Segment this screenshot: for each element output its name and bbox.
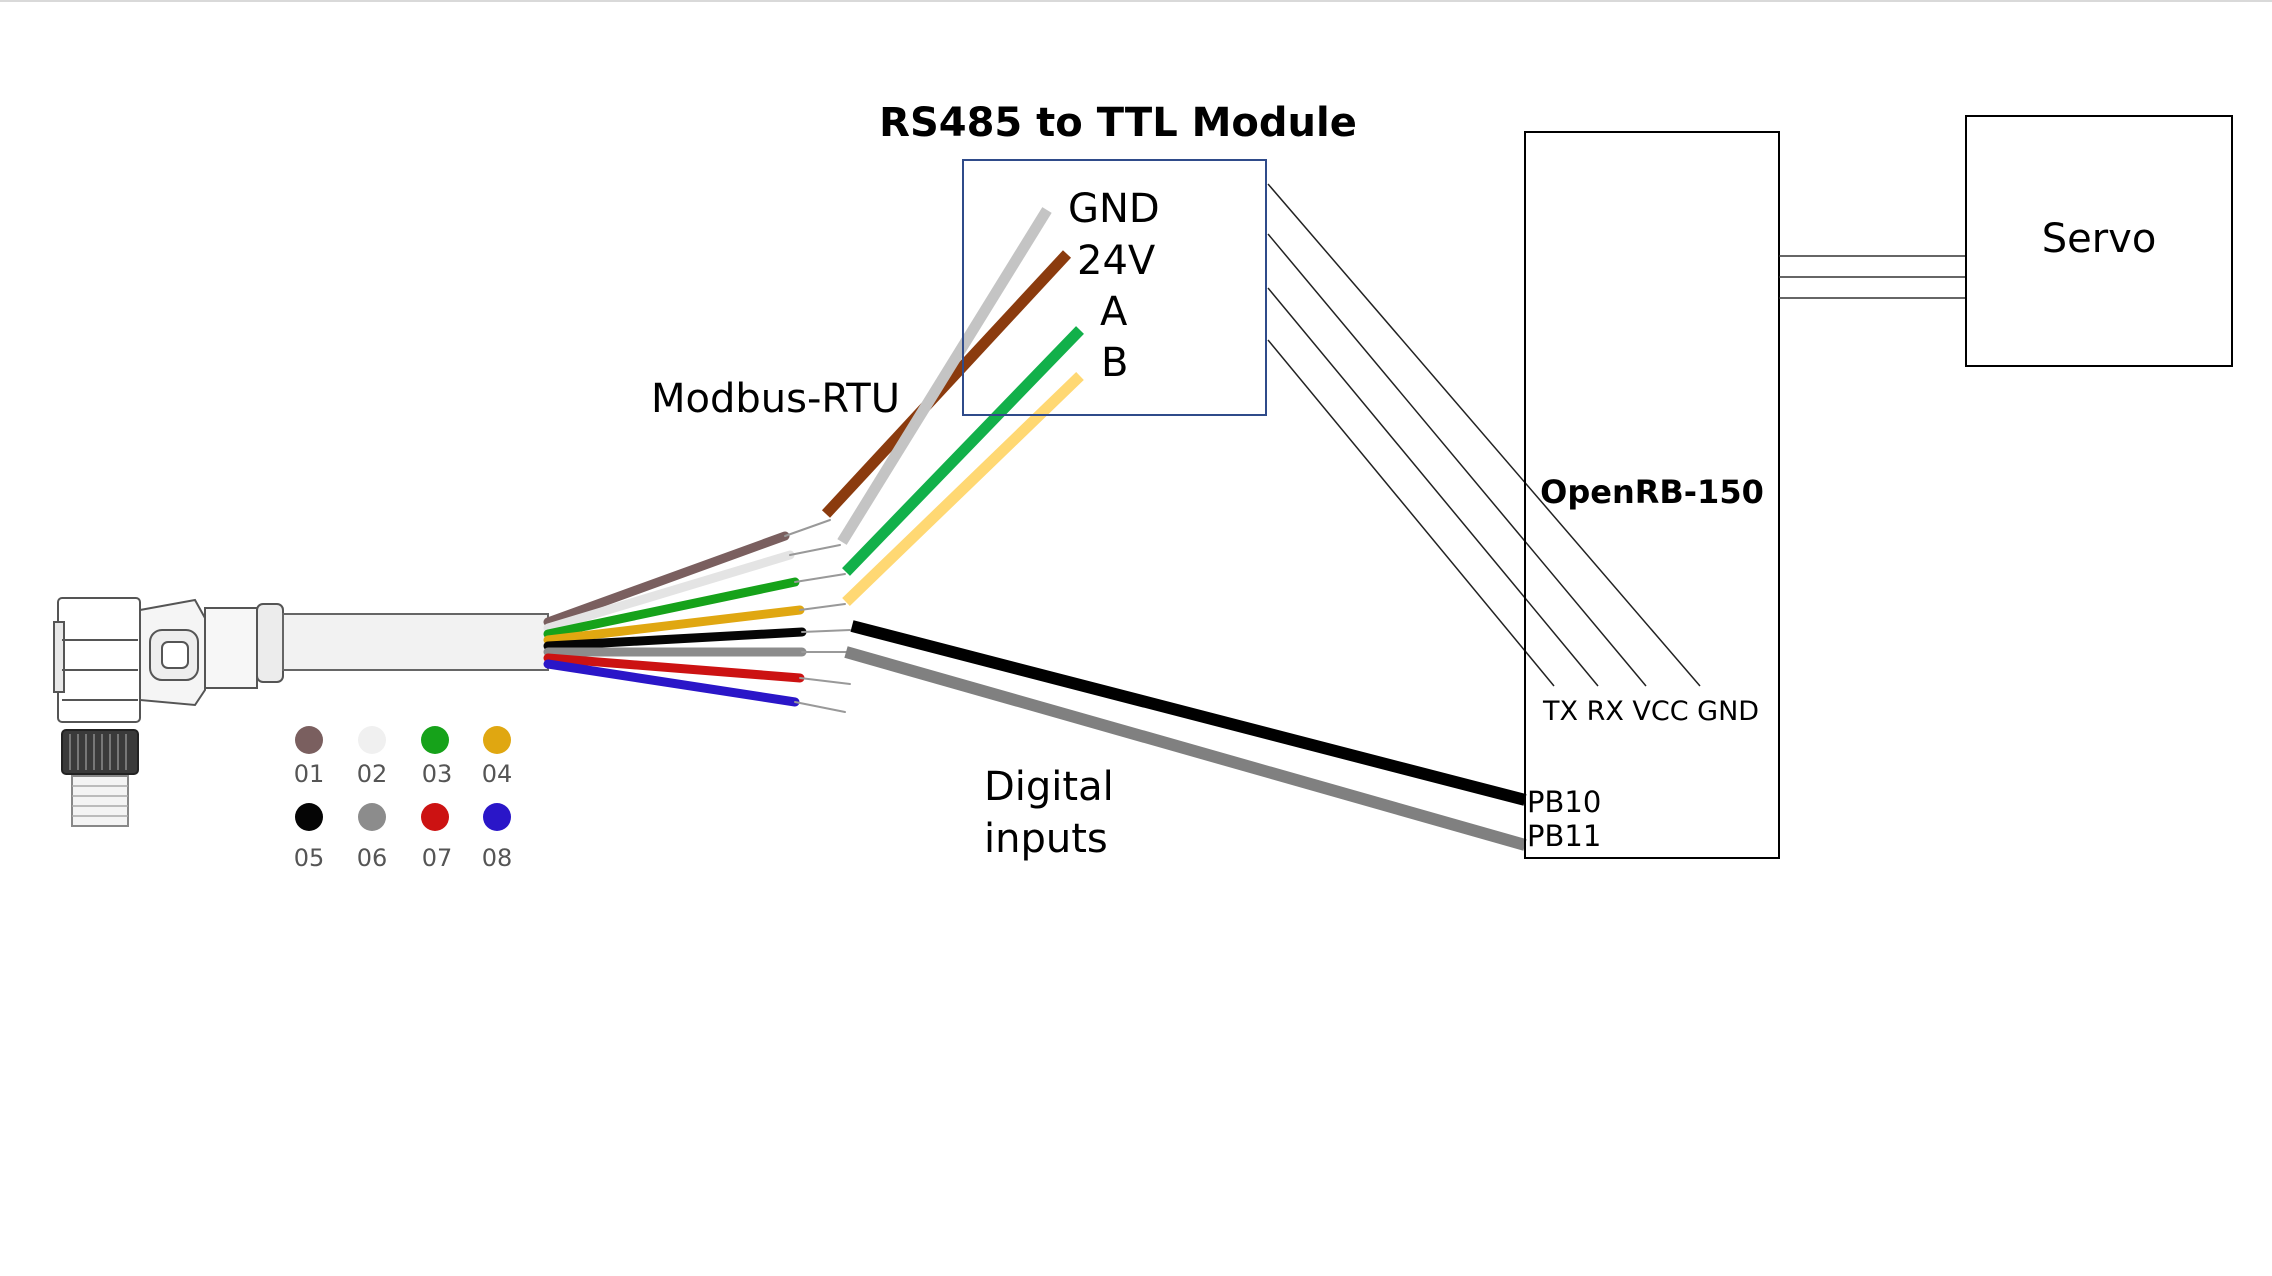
legend-item-01: 01 [294,726,325,788]
openrb-board-box [1524,131,1780,859]
board-pin-pb10: PB10 [1527,785,1601,819]
openrb-board-title: OpenRB-150 [1540,473,1764,511]
legend-item-08: 08 [482,803,513,872]
legend-item-05: 05 [294,803,325,872]
uart-lines [1267,183,1701,687]
legend-item-03: 03 [421,726,452,788]
svg-text:03: 03 [422,760,453,788]
svg-text:04: 04 [482,760,513,788]
legend-item-06: 06 [357,803,388,872]
servo-box [1965,115,2233,367]
svg-text:07: 07 [422,844,453,872]
servo-lines [1779,255,1966,299]
wire-a [842,326,1084,576]
wire-b [842,372,1084,606]
modbus-label: Modbus-RTU [651,376,900,422]
wire-pb11 [844,646,1527,851]
digital-inputs-label-line2: inputs [984,816,1108,862]
svg-text:06: 06 [357,844,388,872]
svg-text:02: 02 [357,760,388,788]
top-border [0,0,2272,2]
rs485-module-box [962,159,1267,416]
rs485-module-title: RS485 to TTL Module [879,100,1357,146]
module-pin-b: B [1101,340,1128,386]
digital-inputs-label-line1: Digital [984,764,1114,810]
svg-text:08: 08 [482,844,513,872]
wire-pb10 [850,620,1527,806]
svg-text:01: 01 [294,760,325,788]
legend-item-04: 04 [482,726,513,788]
legend-item-07: 07 [421,803,452,872]
module-pin-a: A [1100,289,1128,335]
cable-fanout [543,519,851,713]
m12-connector-icon [53,597,549,827]
wire-color-legend: 01 02 03 04 05 06 07 08 [294,726,513,872]
servo-label: Servo [2042,216,2157,262]
modbus-wires [821,207,1084,606]
wire-gnd [837,207,1052,545]
digital-wires [844,620,1527,851]
module-pin-gnd: GND [1068,186,1160,232]
module-pin-24v: 24V [1077,238,1156,284]
legend-item-02: 02 [357,726,388,788]
board-pin-pb11: PB11 [1527,819,1601,853]
wire-24v [821,250,1072,518]
board-uart-pins: TX RX VCC GND [1542,696,1759,727]
svg-text:05: 05 [294,844,325,872]
